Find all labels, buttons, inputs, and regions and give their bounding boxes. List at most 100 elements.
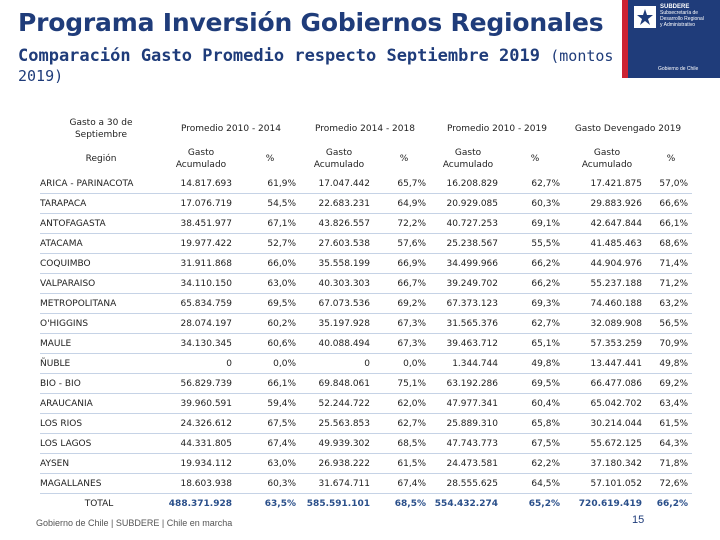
region-name: VALPARAISO (40, 273, 162, 294)
group-header: Promedio 2010 - 2019 (447, 124, 547, 134)
region-name: ARICA - PARINACOTA (40, 174, 162, 194)
amount-cell: 66.477.086 (564, 373, 650, 394)
region-name: COQUIMBO (40, 253, 162, 274)
table-row: TARAPACA 17.076.719 54,5% 22.683.231 64,9% 20… (40, 193, 692, 214)
pct-cell: 64,5% (506, 473, 564, 494)
region-name: O'HIGGINS (40, 313, 162, 334)
pct-cell: 67,5% (506, 433, 564, 454)
pct-cell: 69,5% (506, 373, 564, 394)
amount-header: Gasto Acumulado (175, 148, 227, 170)
region-header: Región (85, 154, 117, 164)
pct-cell: 68,6% (650, 233, 692, 254)
amount-cell: 31.911.868 (162, 253, 240, 274)
table-row: ATACAMA 19.977.422 52,7% 27.603.538 57,6% 25.… (40, 233, 692, 254)
table-row: ARAUCANIA 39.960.591 59,4% 52.244.722 62,0% 4… (40, 393, 692, 414)
amount-cell: 55.237.188 (564, 273, 650, 294)
amount-header: Gasto Acumulado (581, 148, 633, 170)
amount-cell: 67.373.123 (430, 293, 506, 314)
amount-cell: 27.603.538 (300, 233, 378, 254)
amount-cell: 74.460.188 (564, 293, 650, 314)
pct-cell: 60,6% (240, 333, 300, 354)
pct-cell: 67,5% (240, 413, 300, 434)
pct-cell: 66,1% (650, 213, 692, 234)
pct-cell: 60,4% (506, 393, 564, 414)
amount-cell: 42.647.844 (564, 213, 650, 234)
pct-cell: 65,8% (506, 413, 564, 434)
pct-cell: 69,2% (378, 293, 430, 314)
pct-cell: 66,1% (240, 373, 300, 394)
amount-cell: 35.558.199 (300, 253, 378, 274)
amount-cell: 25.563.853 (300, 413, 378, 434)
logo-ministry: Gobierno de Chile (658, 66, 699, 72)
spending-table: Gasto a 30 de Septiembre Promedio 2010 -… (40, 114, 692, 513)
amount-cell: 63.192.286 (430, 373, 506, 394)
pct-cell: 67,3% (378, 333, 430, 354)
region-name: LOS RIOS (40, 413, 162, 434)
pct-header: % (530, 154, 540, 164)
amount-cell: 19.934.112 (162, 453, 240, 474)
region-name: MAGALLANES (40, 473, 162, 494)
pct-cell: 60,2% (240, 313, 300, 334)
amount-cell: 32.089.908 (564, 313, 650, 334)
amount-cell: 40.727.253 (430, 213, 506, 234)
pct-cell: 63,0% (240, 273, 300, 294)
pct-cell: 61,9% (240, 174, 300, 194)
pct-cell: 62,7% (506, 313, 564, 334)
pct-header: % (399, 154, 409, 164)
amount-cell: 34.499.966 (430, 253, 506, 274)
region-name: ARAUCANIA (40, 393, 162, 414)
amount-cell: 37.180.342 (564, 453, 650, 474)
pct-cell: 68,5% (378, 433, 430, 454)
amount-cell: 65.834.759 (162, 293, 240, 314)
amount-cell: 18.603.938 (162, 473, 240, 494)
total-row: TOTAL 488.371.928 63,5% 585.591.101 68,5% 554… (40, 494, 692, 514)
logo-name: SUBDERE (660, 4, 690, 10)
pct-cell: 65,7% (378, 174, 430, 194)
logo-stripe (622, 0, 628, 78)
amount-cell: 554.432.274 (434, 498, 498, 509)
pct-cell: 69,2% (650, 373, 692, 394)
table-row: METROPOLITANA 65.834.759 69,5% 67.073.536 69… (40, 293, 692, 314)
amount-cell: 34.130.345 (162, 333, 240, 354)
pct-cell: 63,4% (650, 393, 692, 414)
amount-cell: 38.451.977 (162, 213, 240, 234)
amount-cell: 30.214.044 (564, 413, 650, 434)
amount-cell: 31.565.376 (430, 313, 506, 334)
amount-cell: 40.088.494 (300, 333, 378, 354)
amount-cell: 52.244.722 (300, 393, 378, 414)
pct-cell: 66,2% (656, 498, 688, 509)
page-title: Programa Inversión Gobiernos Regionales (18, 8, 604, 37)
pct-cell: 55,5% (506, 233, 564, 254)
amount-cell: 17.076.719 (162, 193, 240, 214)
table-row: MAGALLANES 18.603.938 60,3% 31.674.711 67,4%… (40, 473, 692, 494)
logo-text: SUBDERE Subsecretaría de Desarrollo Regi… (660, 4, 716, 28)
amount-cell: 720.619.419 (578, 498, 642, 509)
pct-cell: 66,9% (378, 253, 430, 274)
pct-cell: 67,4% (378, 473, 430, 494)
pct-cell: 75,1% (378, 373, 430, 394)
pct-cell: 63,0% (240, 453, 300, 474)
pct-cell: 65,1% (506, 333, 564, 354)
pct-cell: 61,5% (378, 453, 430, 474)
table-row: COQUIMBO 31.911.868 66,0% 35.558.199 66,9% 34… (40, 253, 692, 274)
amount-cell: 24.473.581 (430, 453, 506, 474)
pct-header: % (666, 154, 676, 164)
amount-cell: 19.977.422 (162, 233, 240, 254)
pct-cell: 69,1% (506, 213, 564, 234)
pct-cell: 66,6% (650, 193, 692, 214)
amount-cell: 488.371.928 (168, 498, 232, 509)
pct-cell: 62,0% (378, 393, 430, 414)
table-row: LOS RIOS 24.326.612 67,5% 25.563.853 62,7% 25… (40, 413, 692, 434)
pct-cell: 62,2% (506, 453, 564, 474)
group-header: Gasto Devengado 2019 (574, 124, 682, 134)
amount-cell: 65.042.702 (564, 393, 650, 414)
amount-cell: 14.817.693 (162, 174, 240, 194)
pct-cell: 57,6% (378, 233, 430, 254)
amount-cell: 25.889.310 (430, 413, 506, 434)
pct-cell: 71,2% (650, 273, 692, 294)
region-name: LOS LAGOS (40, 433, 162, 454)
pct-cell: 66,0% (240, 253, 300, 274)
pct-cell: 67,4% (240, 433, 300, 454)
subdere-logo: SUBDERE Subsecretaría de Desarrollo Regi… (622, 0, 720, 78)
logo-line: y Administrativo (660, 22, 696, 28)
